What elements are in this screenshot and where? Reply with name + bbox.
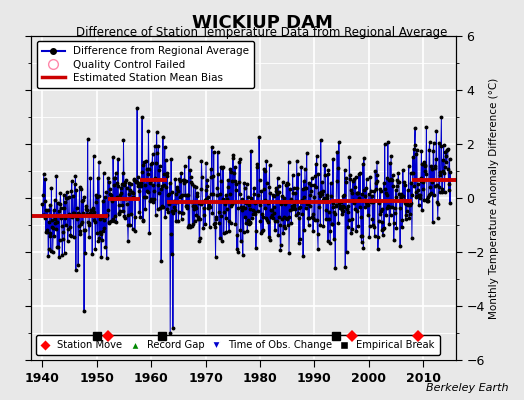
Text: Difference of Station Temperature Data from Regional Average: Difference of Station Temperature Data f… bbox=[77, 26, 447, 39]
Y-axis label: Monthly Temperature Anomaly Difference (°C): Monthly Temperature Anomaly Difference (… bbox=[489, 77, 499, 319]
Text: Berkeley Earth: Berkeley Earth bbox=[426, 383, 508, 393]
Text: WICKIUP DAM: WICKIUP DAM bbox=[192, 14, 332, 32]
Legend: Station Move, Record Gap, Time of Obs. Change, Empirical Break: Station Move, Record Gap, Time of Obs. C… bbox=[37, 335, 440, 355]
